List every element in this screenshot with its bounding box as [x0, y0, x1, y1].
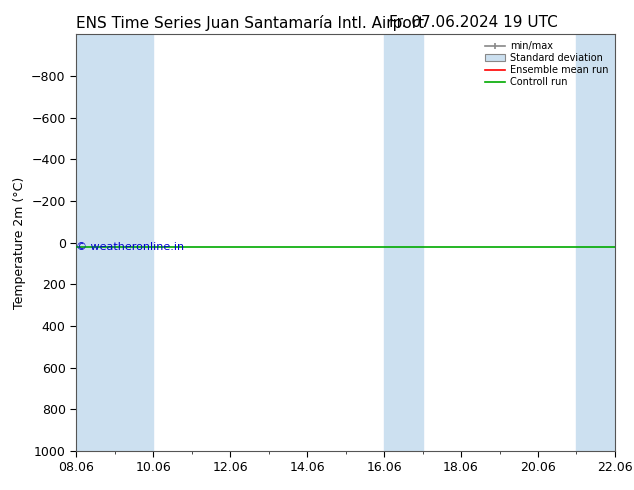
Y-axis label: Temperature 2m (°C): Temperature 2m (°C) — [13, 176, 25, 309]
Bar — [76, 34, 153, 451]
Legend: min/max, Standard deviation, Ensemble mean run, Controll run: min/max, Standard deviation, Ensemble me… — [483, 39, 610, 89]
Bar — [576, 34, 615, 451]
Bar — [384, 34, 422, 451]
Text: ENS Time Series Juan Santamaría Intl. Airport: ENS Time Series Juan Santamaría Intl. Ai… — [76, 15, 424, 31]
Text: © weatheronline.in: © weatheronline.in — [76, 242, 184, 252]
Text: Fr. 07.06.2024 19 UTC: Fr. 07.06.2024 19 UTC — [389, 15, 558, 30]
